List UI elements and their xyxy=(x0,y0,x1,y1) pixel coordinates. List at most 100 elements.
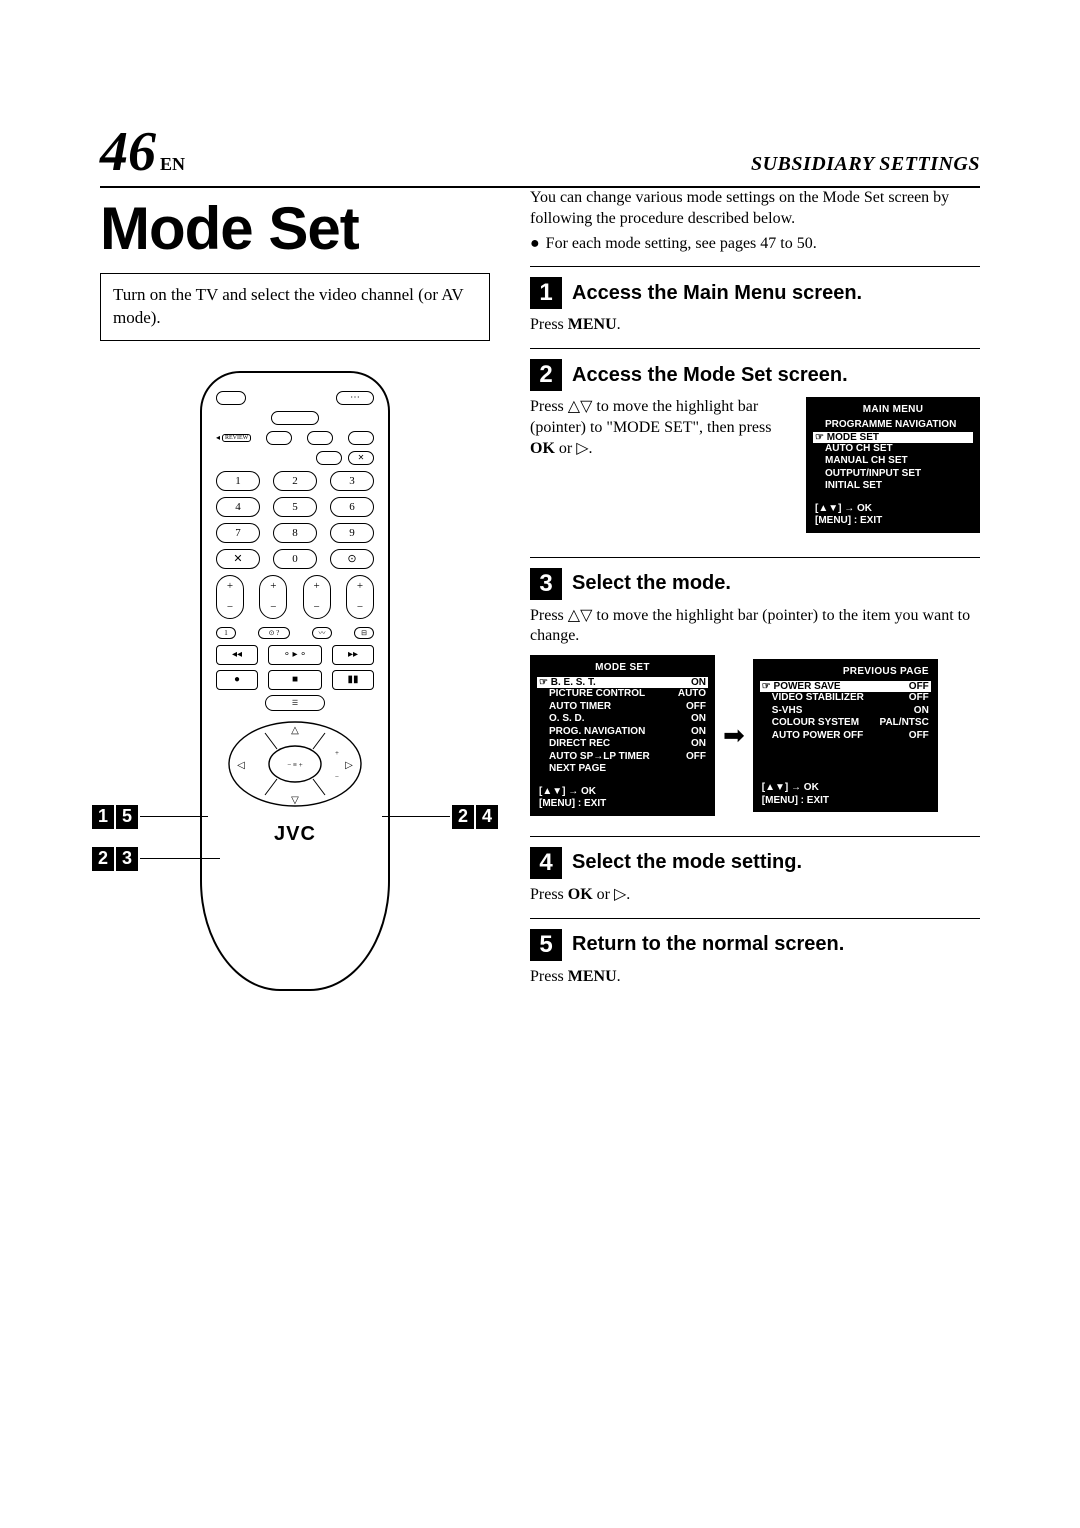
osd-menu-item: PROGRAMME NAVIGATION xyxy=(807,419,979,432)
osd-footer: [MENU] : EXIT xyxy=(762,795,929,808)
osd-menu-item: PROG. NAVIGATIONON xyxy=(531,726,714,739)
remote-play-button: ∘ ▸ ∘ xyxy=(268,645,322,665)
callout-number: 4 xyxy=(476,805,498,829)
osd-menu-item: VIDEO STABILIZEROFF xyxy=(754,692,937,705)
osd-menu-item: AUTO TIMEROFF xyxy=(531,701,714,714)
osd-menu-item: O. S. D.ON xyxy=(531,713,714,726)
remote-ff-button: ▸▸ xyxy=(332,645,374,665)
remote-button: ✕ xyxy=(348,451,374,465)
step-number: 2 xyxy=(530,359,562,391)
step-body: Press △▽ to move the highlight bar (poin… xyxy=(530,606,980,648)
remote-button xyxy=(266,431,292,445)
remote-body: ⋯ ◂REVIEW ✕ 123456789✕0⊙ xyxy=(200,371,390,991)
osd-title: MAIN MENU xyxy=(807,402,979,419)
step-title: Select the mode. xyxy=(572,572,731,595)
callout-number: 1 xyxy=(92,805,114,829)
remote-button: +− xyxy=(216,575,244,619)
osd-menu-item: AUTO CH SET xyxy=(807,443,979,456)
osd-menu-item: AUTO POWER OFFOFF xyxy=(754,730,937,743)
step-title: Select the mode setting. xyxy=(572,851,802,874)
svg-text:−: − xyxy=(335,773,339,781)
osd-menu-item: COLOUR SYSTEMPAL/NTSC xyxy=(754,717,937,730)
osd-menu-item: AUTO SP→LP TIMEROFF xyxy=(531,751,714,764)
osd-title: MODE SET xyxy=(531,660,714,677)
osd-menu-item: S-VHSON xyxy=(754,705,937,718)
remote-num-button: 0 xyxy=(273,549,317,569)
remote-button: ⋯ xyxy=(336,391,374,405)
callout-number: 2 xyxy=(92,847,114,871)
remote-nav-ring: △ ▽ ◁ ▷ − ≡ + + − xyxy=(225,719,365,809)
svg-text:▽: ▽ xyxy=(291,795,299,806)
step-number: 1 xyxy=(530,277,562,309)
step-number: 5 xyxy=(530,929,562,961)
remote-num-button: 2 xyxy=(273,471,317,491)
intro-text: You can change various mode settings on … xyxy=(530,188,980,230)
remote-num-button: 8 xyxy=(273,523,317,543)
step-body: Press MENU. xyxy=(530,315,980,336)
remote-num-button: 7 xyxy=(216,523,260,543)
arrow-icon: ➡ xyxy=(723,721,745,751)
osd-menu-item: OUTPUT/INPUT SET xyxy=(807,468,979,481)
review-label: REVIEW xyxy=(222,434,251,442)
remote-num-button: 4 xyxy=(216,497,260,517)
svg-text:◁: ◁ xyxy=(237,760,245,771)
page-header: 46 EN SUBSIDIARY SETTINGS xyxy=(100,120,980,188)
brand-logo: JVC xyxy=(216,823,374,846)
osd-menu-item: DIRECT RECON xyxy=(531,738,714,751)
remote-rec-button: ● xyxy=(216,670,258,690)
remote-num-button: 6 xyxy=(330,497,374,517)
step-title: Access the Mode Set screen. xyxy=(572,364,848,387)
remote-button: +− xyxy=(259,575,287,619)
remote-button: ⊙ ? xyxy=(258,627,290,639)
remote-num-button: 1 xyxy=(216,471,260,491)
page-lang: EN xyxy=(160,154,185,175)
osd-menu-item: ☞ MODE SET xyxy=(813,432,973,443)
remote-button xyxy=(271,411,319,425)
remote-num-button: 9 xyxy=(330,523,374,543)
remote-button: +− xyxy=(346,575,374,619)
step-title: Access the Main Menu screen. xyxy=(572,282,862,305)
remote-button xyxy=(316,451,342,465)
svg-text:+: + xyxy=(335,749,339,757)
osd-menu-item: MANUAL CH SET xyxy=(807,455,979,468)
osd-footer: [MENU] : EXIT xyxy=(539,798,706,811)
main-menu-osd: MAIN MENU PROGRAMME NAVIGATION☞ MODE SET… xyxy=(806,397,980,533)
remote-button: 〰 xyxy=(312,627,332,639)
remote-button: +− xyxy=(303,575,331,619)
step-title: Return to the normal screen. xyxy=(572,933,844,956)
osd-menu-item: ☞ B. E. S. T.ON xyxy=(537,677,708,688)
osd-menu-item: PICTURE CONTROLAUTO xyxy=(531,688,714,701)
step-number: 4 xyxy=(530,847,562,879)
osd-footer: [▲▼] → OK xyxy=(762,782,929,795)
remote-button xyxy=(307,431,333,445)
remote-button xyxy=(348,431,374,445)
section-header: SUBSIDIARY SETTINGS xyxy=(751,153,980,176)
prev-page-osd: PREVIOUS PAGE ☞ POWER SAVEOFFVIDEO STABI… xyxy=(753,659,938,812)
callout-number: 2 xyxy=(452,805,474,829)
remote-num-button: 3 xyxy=(330,471,374,491)
step-body: Press OK or ▷. xyxy=(530,885,980,906)
osd-footer: [▲▼] → OK xyxy=(815,503,971,516)
callout-number: 5 xyxy=(116,805,138,829)
osd-menu-item: NEXT PAGE xyxy=(531,763,714,776)
remote-button: ⊟ xyxy=(354,627,374,639)
remote-button: 1 xyxy=(216,627,236,639)
remote-illustration: 1 5 2 3 2 4 xyxy=(100,371,490,991)
instruction-box: Turn on the TV and select the video chan… xyxy=(100,273,490,341)
remote-num-button: ⊙ xyxy=(330,549,374,569)
svg-text:− ≡ +: − ≡ + xyxy=(287,761,302,769)
remote-menu-button: ☰ xyxy=(265,695,325,711)
step-body: Press MENU. xyxy=(530,967,980,988)
intro-bullet: ●For each mode setting, see pages 47 to … xyxy=(530,234,980,255)
remote-num-button: 5 xyxy=(273,497,317,517)
page-number: 46 xyxy=(100,120,156,184)
page-title: Mode Set xyxy=(100,194,490,263)
mode-set-osd: MODE SET ☞ B. E. S. T.ONPICTURE CONTROLA… xyxy=(530,655,715,816)
remote-button xyxy=(216,391,246,405)
remote-rewind-button: ◂◂ xyxy=(216,645,258,665)
osd-menu-item: INITIAL SET xyxy=(807,480,979,493)
osd-footer: [MENU] : EXIT xyxy=(815,515,971,528)
step-number: 3 xyxy=(530,568,562,600)
remote-pause-button: ▮▮ xyxy=(332,670,374,690)
remote-stop-button: ■ xyxy=(268,670,322,690)
